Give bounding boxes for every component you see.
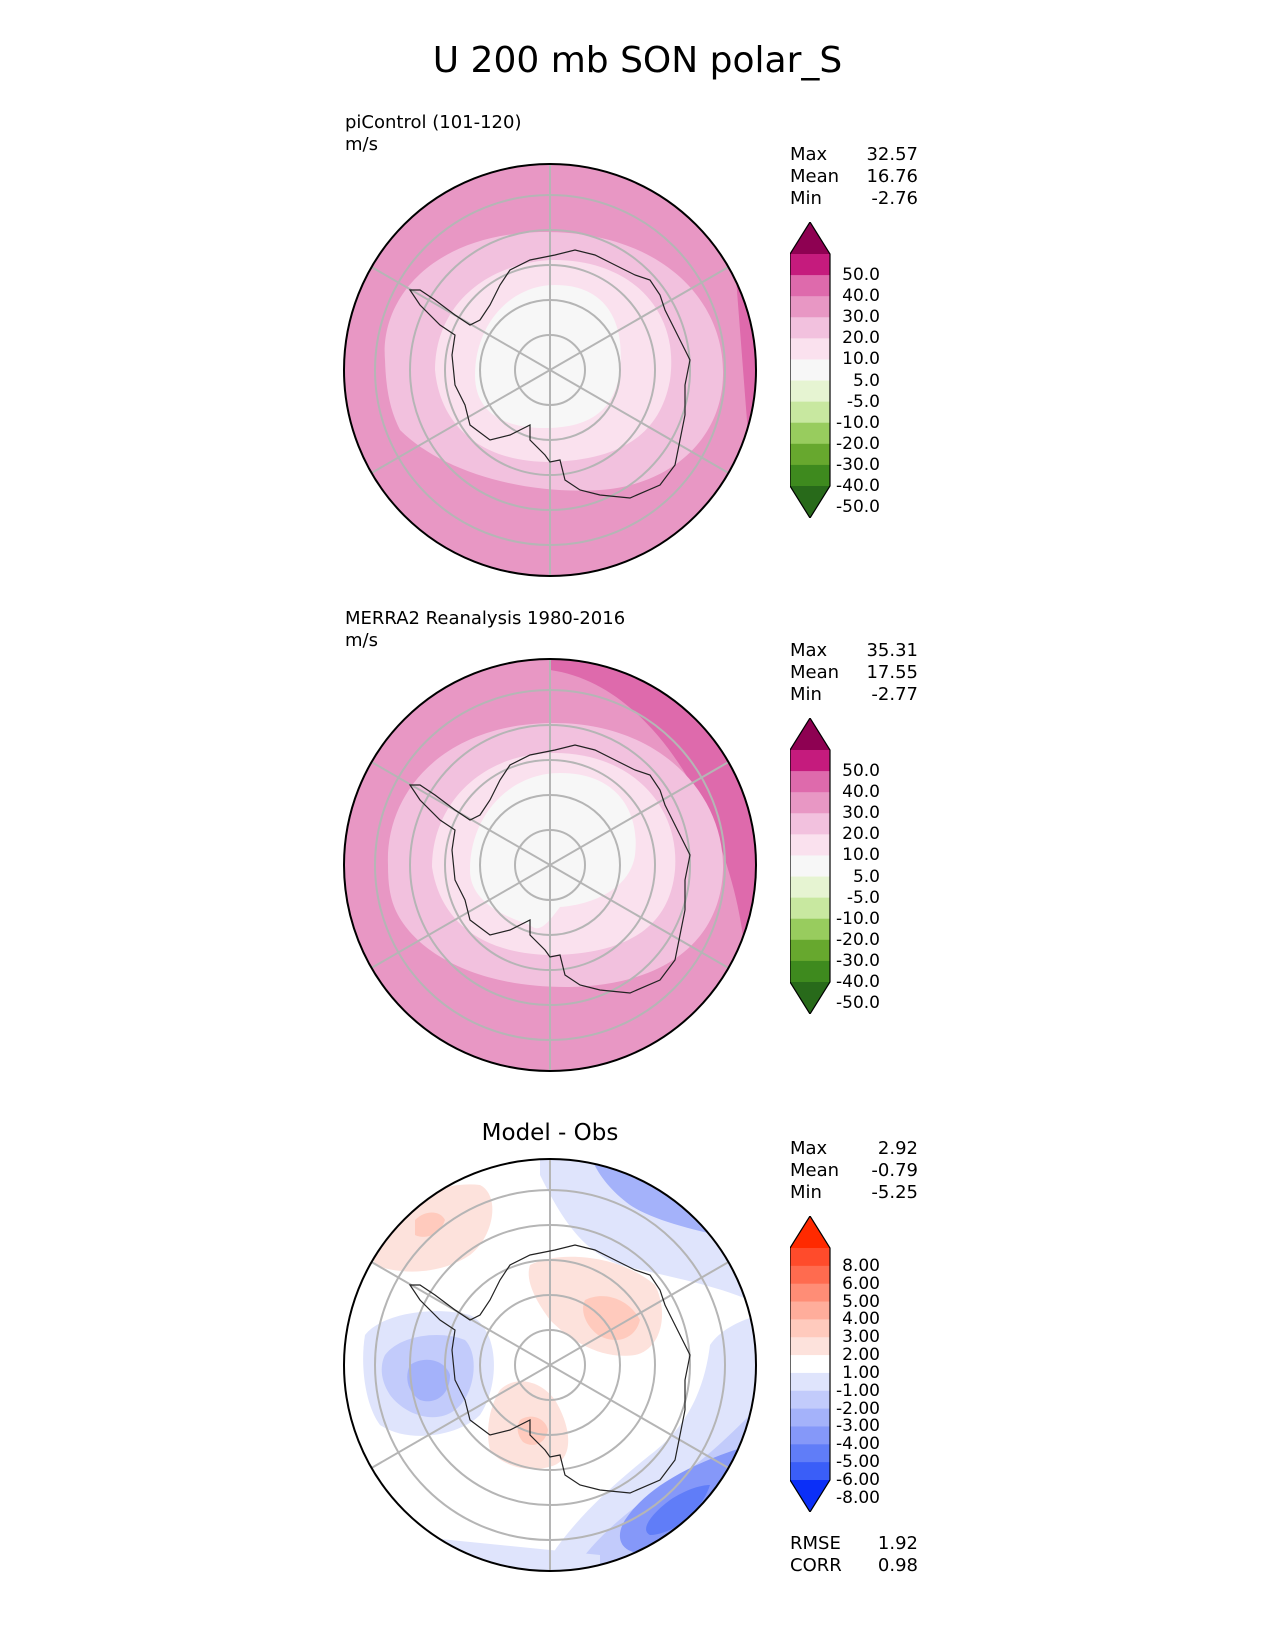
colorbar-segment	[790, 1426, 830, 1445]
colorbar-segment	[790, 254, 830, 276]
main-title: U 200 mb SON polar_S	[432, 40, 843, 81]
colorbar-segment	[790, 771, 830, 793]
colorbar-segment	[790, 813, 830, 835]
antarctica-coastline	[408, 249, 691, 499]
colorbar-extend-bottom	[790, 1480, 830, 1512]
colorbar-tick-label: 10.0	[842, 349, 880, 370]
colorbar-segment	[790, 317, 830, 339]
colorbar-segment	[790, 1248, 830, 1267]
reference-colorbar	[790, 718, 831, 1014]
test-colorbar	[790, 222, 831, 518]
colorbar-segment	[790, 855, 830, 878]
colorbar-tick-label: 40.0	[842, 286, 880, 307]
colorbar-segment	[790, 296, 830, 318]
colorbar-tick-label: -20.0	[836, 433, 880, 454]
colorbar-segment	[790, 401, 830, 424]
colorbar-segment	[790, 1444, 830, 1463]
colorbar-segment	[790, 1355, 830, 1374]
colorbar-segment	[790, 1390, 830, 1410]
colorbar-segment	[790, 897, 830, 920]
colorbar-segment	[790, 422, 830, 445]
colorbar-tick-label: -40.0	[836, 972, 880, 992]
colorbar-tick-label: 40.0	[842, 782, 880, 803]
reference-units: m/s	[345, 630, 378, 651]
colorbar-tick-label: 6.00	[842, 1273, 880, 1294]
colorbar-segment	[790, 1372, 830, 1392]
colorbar-segment	[790, 876, 830, 899]
colorbar-tick-label: -6.00	[836, 1470, 880, 1490]
colorbar-tick-label: 10.0	[842, 845, 880, 866]
colorbar-tick-label: -20.0	[836, 929, 880, 950]
antarctica-coastline	[408, 1244, 691, 1494]
diff-title: Model - Obs	[481, 1120, 619, 1146]
colorbar-segment	[790, 792, 830, 814]
colorbar-tick-label: -5.0	[846, 887, 880, 908]
colorbar-segment	[790, 1337, 830, 1356]
colorbar-segment	[790, 464, 830, 487]
colorbar-tick-label: 20.0	[842, 328, 880, 349]
colorbar-segment	[790, 834, 830, 856]
colorbar-tick-label: 20.0	[842, 824, 880, 845]
diff-extra-stats: RMSE 1.92 CORR 0.98	[790, 1533, 918, 1576]
test-units: m/s	[345, 134, 378, 155]
colorbar-tick-label: 8.00	[842, 1255, 880, 1276]
colorbar-tick-label: 5.00	[842, 1291, 880, 1312]
diff-stats: Max 2.92 Mean -0.79 Min -5.25	[790, 1138, 918, 1203]
colorbar-tick-label: 5.0	[852, 370, 880, 391]
colorbar-tick-label: 50.0	[842, 265, 880, 286]
diff-polar-map	[343, 1158, 757, 1572]
colorbar-tick-label: -40.0	[836, 476, 880, 496]
test-stats: Max 32.57 Mean 16.76 Min -2.76	[790, 144, 918, 209]
colorbar-segment	[790, 939, 830, 962]
colorbar-segment	[790, 918, 830, 941]
colorbar-extend-bottom	[790, 982, 830, 1014]
colorbar-tick-label: 1.00	[842, 1362, 880, 1383]
colorbar-tick-label: -5.00	[836, 1452, 880, 1473]
colorbar-tick-label: -30.0	[836, 950, 880, 971]
colorbar-tick-label: -50.0	[836, 497, 880, 518]
colorbar-segment	[790, 1319, 830, 1338]
colorbar-tick-label: 30.0	[842, 307, 880, 328]
colorbar-extend-bottom	[790, 486, 830, 518]
colorbar-segment	[790, 750, 830, 772]
colorbar-extend-top	[790, 222, 830, 254]
colorbar-tick-label: -10.0	[836, 412, 880, 433]
colorbar-tick-label: -4.00	[836, 1434, 880, 1455]
colorbar-tick-label: -10.0	[836, 908, 880, 929]
colorbar-tick-label: -8.00	[836, 1487, 880, 1508]
colorbar-segment	[790, 1301, 830, 1320]
antarctica-coastline	[408, 744, 691, 994]
reference-subtitle: MERRA2 Reanalysis 1980-2016	[345, 608, 626, 629]
colorbar-segment	[790, 380, 830, 403]
colorbar-segment	[790, 960, 830, 983]
colorbar-segment	[790, 1265, 830, 1285]
colorbar-tick-label: 5.0	[852, 866, 880, 887]
colorbar-segment	[790, 275, 830, 297]
colorbar-segment	[790, 338, 830, 360]
colorbar-tick-label: -3.00	[836, 1416, 880, 1437]
reference-stats: Max 35.31 Mean 17.55 Min -2.77	[790, 640, 918, 705]
test-polar-map	[343, 163, 757, 577]
colorbar-segment	[790, 1283, 830, 1303]
colorbar-extend-top	[790, 718, 830, 750]
colorbar-tick-label: 3.00	[842, 1327, 880, 1348]
colorbar-segment	[790, 1408, 830, 1427]
colorbar-tick-label: -2.00	[836, 1398, 880, 1419]
colorbar-tick-label: 2.00	[842, 1345, 880, 1366]
reference-polar-map	[343, 658, 757, 1072]
colorbar-tick-label: 50.0	[842, 761, 880, 782]
colorbar-extend-top	[790, 1216, 830, 1248]
colorbar-tick-label: -1.00	[836, 1380, 880, 1401]
colorbar-segment	[790, 359, 830, 382]
colorbar-segment	[790, 1462, 830, 1481]
colorbar-tick-label: -5.0	[846, 391, 880, 412]
colorbar-tick-label: 4.00	[842, 1309, 880, 1330]
test-subtitle: piControl (101-120)	[345, 112, 522, 133]
colorbar-segment	[790, 443, 830, 466]
diff-colorbar	[790, 1216, 831, 1512]
colorbar-tick-label: 30.0	[842, 803, 880, 824]
colorbar-tick-label: -30.0	[836, 454, 880, 475]
colorbar-tick-label: -50.0	[836, 993, 880, 1014]
